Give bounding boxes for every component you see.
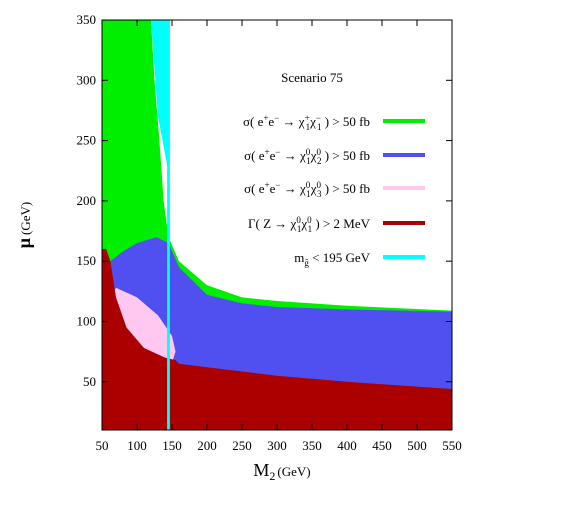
x-tick-label: 150 [162,438,182,453]
chart-regions [102,20,452,430]
legend-label-4: mg̃ < 195 GeV [294,250,370,268]
legend-label-2: σ( e+e− → χ0 1χ0 3 ) > 50 fb [244,180,370,199]
x-tick-label: 500 [407,438,427,453]
x-tick-label: 100 [127,438,147,453]
legend: σ( e+e− → χ+ 1χ− 1 ) > 50 fb σ( e+e− → χ0 1χ… [243,113,425,268]
y-tick-label: 250 [77,133,97,148]
region-4 [151,20,170,430]
legend-label-1: σ( e+e− → χ0 1χ0 2 ) > 50 fb [244,147,370,166]
chart-title: Scenario 75 [281,70,343,85]
y-tick-label: 50 [83,374,96,389]
axis-ticks: 50 100 150 200 250 300 350 400 450 500 550 50 100 150… [77,12,462,453]
x-axis-label: M2 (GeV) [253,460,310,483]
x-tick-label: 400 [337,438,357,453]
y-axis-label: μ(GeV) [14,202,34,248]
x-tick-label: 550 [442,438,462,453]
legend-label-3: Γ( Z → χ0 1χ0 1 ) > 2 MeV [248,215,371,234]
y-tick-label: 150 [77,253,97,268]
x-tick-label: 250 [232,438,252,453]
x-tick-label: 350 [302,438,322,453]
y-tick-label: 350 [77,12,97,27]
legend-label-0: σ( e+e− → χ+ 1χ− 1 ) > 50 fb [243,113,370,132]
y-tick-label: 200 [77,193,97,208]
x-tick-label: 200 [197,438,217,453]
y-tick-label: 300 [77,72,97,87]
x-tick-label: 300 [267,438,287,453]
y-tick-label: 100 [77,313,97,328]
region-3 [102,249,452,430]
x-tick-label: 450 [372,438,392,453]
x-tick-label: 50 [96,438,109,453]
